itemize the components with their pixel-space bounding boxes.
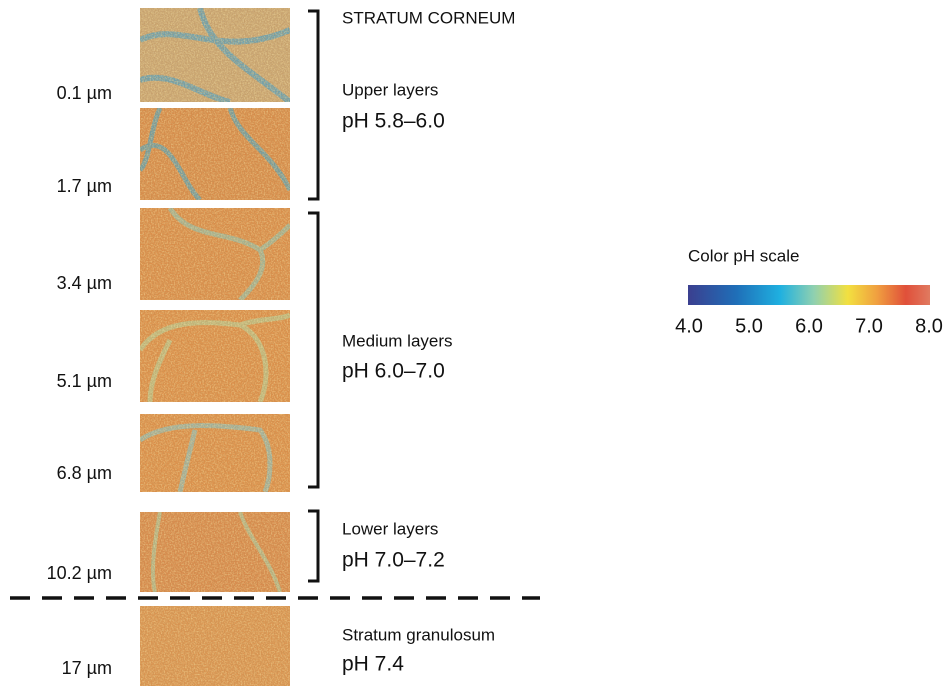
tile xyxy=(140,8,290,102)
tile xyxy=(140,108,290,200)
scale-tick-label: 5.0 xyxy=(735,315,763,337)
header: STRATUM CORNEUM xyxy=(342,8,515,27)
scale-tick-label: 4.0 xyxy=(675,315,703,337)
section-ph: pH 7.4 xyxy=(342,653,404,676)
scale-tick-label: 7.0 xyxy=(855,315,883,337)
section-label: Lower layers xyxy=(342,519,438,538)
bracket xyxy=(308,11,318,199)
scale-tick-label: 8.0 xyxy=(915,315,943,337)
figure: 0.1 µm 1.7 µm 3.4 µm 5.1 µm 6.8 µm 10.2 … xyxy=(0,0,946,689)
section-ph: pH 6.0–7.0 xyxy=(342,360,445,383)
bracket xyxy=(308,213,318,487)
depth-label: 10.2 µm xyxy=(47,563,112,583)
depth-label: 6.8 µm xyxy=(57,463,112,483)
bracket xyxy=(308,511,318,581)
section-ph: pH 5.8–6.0 xyxy=(342,110,445,133)
depth-label: 0.1 µm xyxy=(57,83,112,103)
depth-label: 1.7 µm xyxy=(57,176,112,196)
tile xyxy=(140,606,290,686)
scale-tick-label: 6.0 xyxy=(795,315,823,337)
scale-ticks: 4.0 5.0 6.0 7.0 8.0 xyxy=(675,315,943,337)
tile xyxy=(140,512,290,592)
tile xyxy=(140,414,290,492)
depth-label: 17 µm xyxy=(62,658,112,678)
scale-title: Color pH scale xyxy=(688,246,800,265)
section-ph: pH 7.0–7.2 xyxy=(342,549,445,572)
tile xyxy=(140,208,290,300)
section-label: Medium layers xyxy=(342,331,453,350)
section-label: Upper layers xyxy=(342,80,438,99)
depth-label: 5.1 µm xyxy=(57,371,112,391)
depth-label: 3.4 µm xyxy=(57,273,112,293)
section-label: Stratum granulosum xyxy=(342,625,495,644)
scale-bar xyxy=(688,285,930,305)
tile xyxy=(140,310,290,402)
